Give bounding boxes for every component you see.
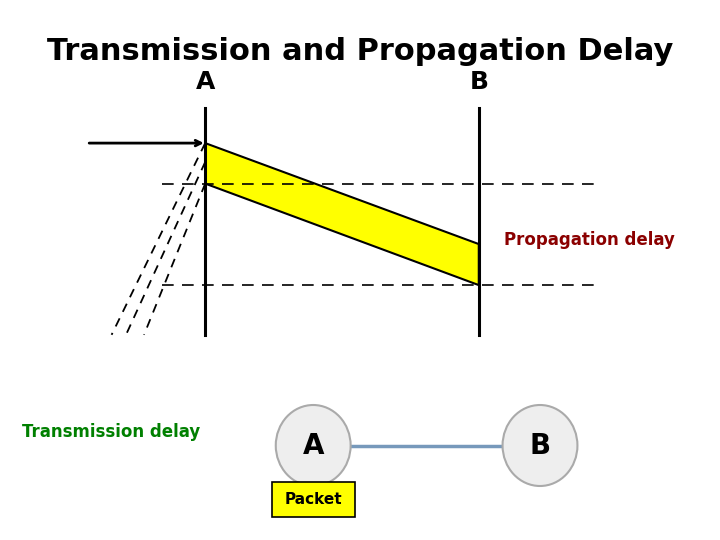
- Text: B: B: [469, 71, 488, 94]
- Ellipse shape: [276, 405, 351, 486]
- Polygon shape: [205, 143, 479, 285]
- Text: Transmission and Propagation Delay: Transmission and Propagation Delay: [47, 37, 673, 66]
- Text: Propagation delay: Propagation delay: [504, 231, 675, 249]
- Ellipse shape: [503, 405, 577, 486]
- Text: A: A: [196, 71, 215, 94]
- FancyBboxPatch shape: [272, 482, 355, 517]
- Text: Transmission delay: Transmission delay: [22, 423, 200, 441]
- Text: B: B: [529, 431, 551, 460]
- Text: Packet: Packet: [284, 492, 342, 507]
- Text: A: A: [302, 431, 324, 460]
